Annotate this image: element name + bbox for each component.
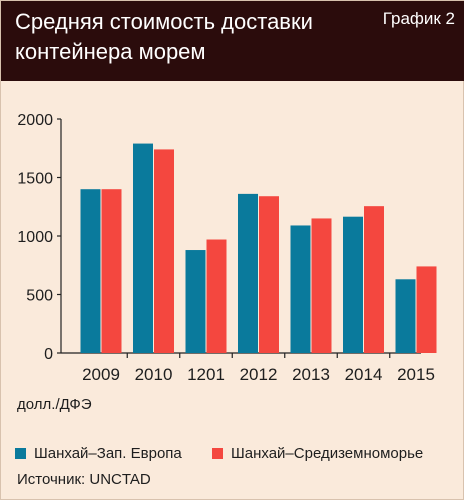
bar-chart: 0 500 1000 1500 2000 2009 2010 1201 2012 2013 2014…	[17, 112, 437, 384]
legend-swatch-series-1	[15, 447, 26, 459]
bar-series-2-2010	[154, 149, 174, 353]
legend: Шанхай–Зап. Европа Шанхай–Средиземноморь…	[15, 443, 455, 465]
y-tick-label: 1000	[17, 229, 53, 246]
bar-series-1-1201	[185, 250, 206, 353]
bar-series-2-1201	[206, 239, 227, 353]
x-tick-label: 2012	[240, 365, 278, 384]
bar-series-1-2009	[80, 189, 101, 353]
x-tick-label: 2010	[135, 365, 173, 384]
chart-header: Средняя стоимость доставки контейнера мо…	[1, 1, 464, 81]
x-tick-label: 2009	[82, 365, 120, 384]
chart-number: График 2	[382, 9, 455, 28]
bar-series-1-2013	[290, 225, 311, 353]
legend-swatch-series-2	[212, 447, 223, 459]
x-tick-label: 2014	[345, 365, 383, 384]
bar-series-2-2015	[416, 266, 437, 353]
legend-label-series-1: Шанхай–Зап. Европа	[34, 445, 182, 462]
bar-series-1-2012	[238, 193, 258, 353]
y-tick-label: 500	[26, 288, 53, 305]
bar-series-1-2014	[343, 216, 363, 353]
bar-series-2-2014	[364, 206, 384, 353]
legend-label-series-2: Шанхай–Средиземноморье	[231, 445, 424, 462]
bar-series-2-2012	[259, 196, 279, 353]
bar-series-2-2013	[311, 218, 332, 353]
y-axis-unit-label: долл./ДФЭ	[17, 396, 92, 413]
bar-series-1-2010	[133, 143, 153, 353]
bar-series-2-2009	[101, 189, 122, 353]
legend-item-series-1: Шанхай–Зап. Европа	[15, 443, 182, 465]
legend-item-series-2: Шанхай–Средиземноморье	[212, 443, 423, 465]
chart-title: Средняя стоимость доставки контейнера мо…	[15, 9, 313, 64]
x-tick-label: 1201	[187, 365, 225, 384]
x-tick-label: 2015	[397, 365, 435, 384]
y-tick-label: 2000	[17, 112, 53, 129]
y-tick-label: 1500	[17, 171, 53, 188]
x-tick-label: 2013	[292, 365, 330, 384]
source-note: Источник: UNCTAD	[17, 471, 151, 488]
y-tick-label: 0	[44, 346, 53, 363]
bar-series-1-2015	[395, 279, 416, 353]
